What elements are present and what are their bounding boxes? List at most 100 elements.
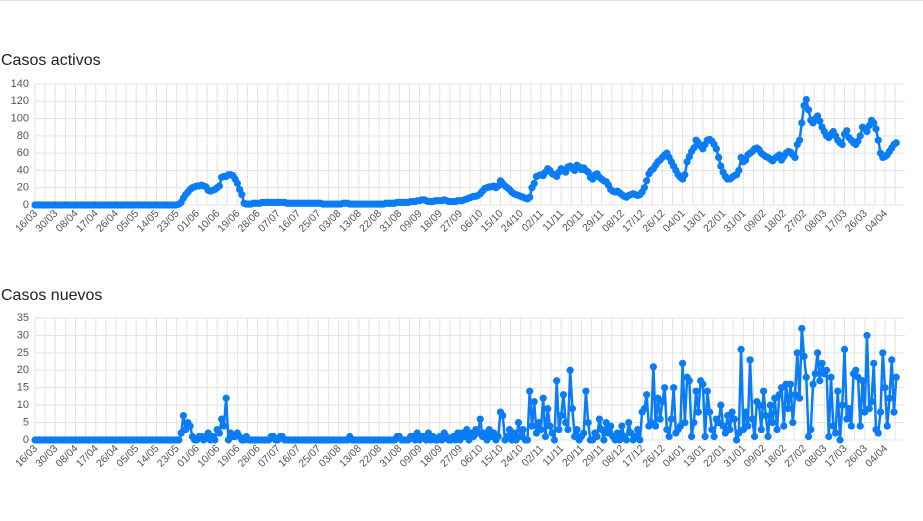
- x-tick-label: 18/02: [762, 443, 789, 470]
- chart-title: Casos activos: [1, 52, 101, 69]
- x-tick-label: 17/04: [74, 208, 101, 235]
- x-tick-label: 13/01: [681, 443, 708, 470]
- x-tick-label: 26/12: [640, 443, 667, 470]
- y-tick-label: 0: [23, 434, 29, 446]
- data-point: [523, 436, 532, 444]
- x-tick-label: 26/04: [94, 208, 121, 235]
- data-point: [537, 425, 545, 434]
- data-point: [784, 405, 792, 413]
- data-point: [757, 425, 765, 434]
- x-tick-label: 17/12: [620, 208, 647, 235]
- data-point: [865, 405, 873, 413]
- data-point: [791, 153, 799, 162]
- x-tick-label: 26/03: [843, 208, 870, 235]
- data-point: [530, 398, 538, 406]
- x-tick-label: 11/11: [540, 208, 566, 234]
- x-tick-label: 05/05: [114, 443, 141, 470]
- x-tick-label: 23/05: [155, 443, 182, 470]
- x-tick-label: 22/01: [701, 443, 728, 470]
- data-point: [690, 418, 698, 427]
- x-tick-label: 09/09: [398, 208, 425, 235]
- data-point: [559, 391, 568, 399]
- data-point: [825, 432, 833, 441]
- data-point: [816, 117, 824, 125]
- data-point: [750, 432, 759, 441]
- y-tick-label: 35: [17, 312, 29, 324]
- x-tick-label: 31/01: [721, 208, 748, 235]
- x-tick-label: 16/03: [13, 208, 40, 235]
- data-point: [656, 415, 664, 423]
- data-point: [186, 422, 194, 430]
- data-point: [811, 370, 819, 378]
- data-point: [847, 422, 855, 430]
- x-tick-label: 25/07: [296, 208, 323, 235]
- data-point: [798, 324, 806, 333]
- y-tick-label: 10: [17, 399, 29, 411]
- x-tick-label: 17/03: [823, 443, 850, 470]
- x-tick-label: 13/01: [681, 208, 708, 235]
- chart: Casos activos 0 20 40 60 80 100 120 140 16/0330/0…: [1, 52, 905, 235]
- data-point: [215, 429, 223, 437]
- data-point: [813, 349, 822, 357]
- x-tick-label: 22/08: [357, 443, 384, 470]
- data-point: [703, 387, 711, 395]
- data-point: [526, 387, 534, 395]
- x-tick-label: 30/03: [33, 443, 60, 470]
- data-point: [568, 405, 577, 413]
- data-point: [625, 418, 633, 427]
- data-point: [863, 331, 871, 340]
- data-point: [822, 366, 831, 374]
- data-point: [679, 359, 687, 367]
- data-point: [755, 401, 763, 409]
- data-point: [550, 436, 559, 444]
- data-point: [834, 387, 842, 395]
- x-tick-label: 02/11: [520, 443, 547, 470]
- x-tick-label: 16/07: [276, 208, 303, 235]
- data-point: [793, 349, 801, 357]
- data-point: [795, 136, 804, 144]
- data-point: [541, 432, 550, 441]
- y-tick-label: 5: [23, 416, 29, 428]
- data-point: [573, 425, 581, 434]
- data-point: [546, 422, 554, 430]
- data-point: [741, 408, 750, 416]
- data-point: [681, 171, 689, 179]
- data-point: [557, 412, 565, 420]
- x-tick-label: 27/09: [438, 208, 465, 235]
- data-point: [238, 191, 246, 199]
- data-point: [872, 125, 880, 133]
- data-point: [717, 401, 725, 409]
- data-point: [892, 373, 900, 381]
- data-point: [622, 436, 631, 444]
- x-tick-label: 09/02: [742, 443, 769, 470]
- x-tick-label: 27/09: [438, 443, 465, 470]
- x-tick-label: 28/06: [236, 443, 263, 470]
- data-point: [800, 102, 808, 110]
- data-point: [510, 429, 518, 437]
- data-point: [539, 394, 547, 402]
- data-point: [220, 422, 228, 430]
- data-point: [773, 425, 781, 434]
- data-point: [595, 415, 604, 423]
- data-point: [838, 401, 846, 409]
- data-point: [670, 384, 678, 392]
- x-tick-label: 27/02: [782, 208, 809, 235]
- x-tick-label: 15/10: [479, 443, 506, 470]
- x-tick-label: 08/12: [600, 208, 627, 235]
- data-point: [762, 412, 770, 420]
- data-point: [735, 166, 743, 175]
- y-tick-label: 120: [11, 95, 29, 107]
- data-point: [804, 106, 813, 114]
- data-point: [737, 345, 745, 353]
- data-point: [706, 408, 714, 416]
- x-tick-label: 26/03: [843, 443, 870, 470]
- x-tick-label: 20/11: [560, 443, 587, 470]
- data-point: [717, 162, 725, 170]
- data-point: [598, 425, 606, 434]
- chart: Casos nuevos0510152025303516/0330/0308/0…: [1, 287, 905, 470]
- data-point: [514, 418, 523, 427]
- data-point: [883, 422, 891, 430]
- x-tick-label: 06/10: [458, 443, 485, 470]
- x-tick-label: 19/06: [215, 208, 242, 235]
